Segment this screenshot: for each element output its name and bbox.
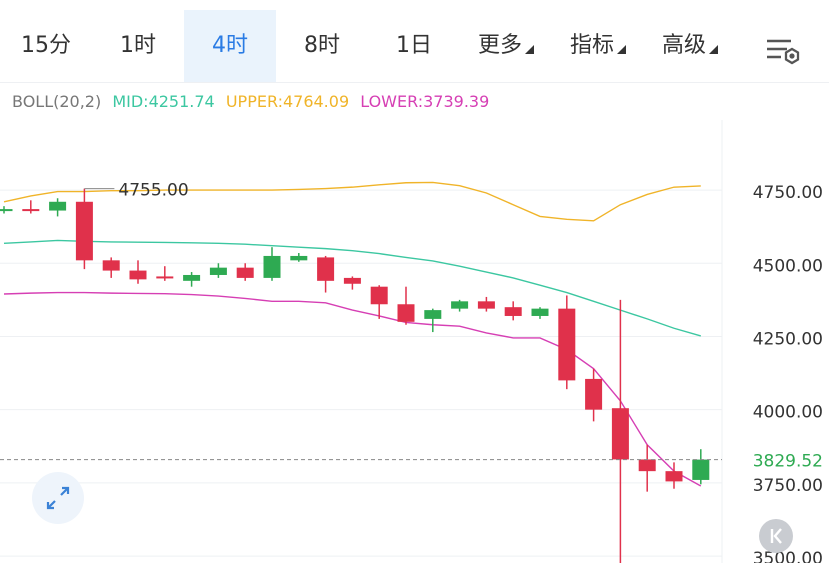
y-tick-label: 4750.00 <box>753 183 823 203</box>
candle-body <box>424 310 442 319</box>
tab-label: 4时 <box>212 33 248 58</box>
last-price-label: 3829.52 <box>753 452 823 472</box>
expand-icon <box>46 486 70 510</box>
candle-body <box>263 255 281 278</box>
double-chevron-left-icon <box>770 528 782 544</box>
tab-8h[interactable]: 8时 <box>276 10 368 82</box>
tab-label: 15分 <box>21 33 71 58</box>
candle-body <box>75 201 93 261</box>
dropdown-triangle-icon <box>709 45 718 54</box>
high-annotation-label: 4755.00 <box>118 181 188 201</box>
boll-mid: MID:4251.74 <box>112 92 215 111</box>
candle-body <box>665 471 683 482</box>
tab-label: 高级 <box>661 33 706 58</box>
dropdown-triangle-icon <box>617 45 626 54</box>
candle-body <box>692 459 710 480</box>
y-tick-label: 4000.00 <box>753 403 823 423</box>
candle-body <box>343 277 361 284</box>
candle-body <box>183 274 201 281</box>
boll-lower: LOWER:3739.39 <box>360 92 490 111</box>
candle-body <box>209 267 227 275</box>
candle-body <box>585 378 603 410</box>
tab-advanced[interactable]: 高级 <box>644 10 736 82</box>
candle-body <box>129 270 147 280</box>
candlestick-chart[interactable]: 4750.00 4500.00 4250.00 4000.00 3750.00 3500.… <box>0 120 829 563</box>
candle-body <box>558 308 576 381</box>
tab-label: 指标 <box>569 33 614 58</box>
scroll-to-latest-button[interactable] <box>759 519 793 553</box>
candle-body <box>290 255 308 261</box>
dropdown-triangle-icon <box>525 45 534 54</box>
candle-body <box>102 260 120 271</box>
candle-body <box>451 301 469 309</box>
tab-4h[interactable]: 4时 <box>184 10 276 82</box>
boll-mid-line <box>3 239 701 337</box>
candle-body <box>22 209 40 212</box>
candle-body <box>477 301 495 309</box>
candle-body <box>156 276 174 279</box>
last-price-box <box>724 446 828 473</box>
boll-upper-line <box>3 181 701 222</box>
tab-label: 1时 <box>120 33 156 58</box>
chart-settings-button[interactable] <box>763 32 803 72</box>
y-tick-label: 4500.00 <box>753 256 823 276</box>
candle-body <box>370 286 388 305</box>
fullscreen-button[interactable] <box>32 472 84 524</box>
tab-label: 1日 <box>396 33 432 58</box>
candle-body <box>397 304 415 322</box>
boll-lower-line <box>3 291 702 487</box>
candle-body <box>49 201 67 211</box>
tab-more[interactable]: 更多 <box>460 10 552 82</box>
y-tick-label: 4250.00 <box>753 329 823 349</box>
candle-body <box>611 408 629 460</box>
chart-settings-icon <box>767 39 800 65</box>
boll-legend: BOLL(20,2) MID:4251.74 UPPER:4764.09 LOW… <box>12 92 495 111</box>
boll-upper: UPPER:4764.09 <box>225 92 350 111</box>
tab-1h[interactable]: 1时 <box>92 10 184 82</box>
tab-label: 更多 <box>477 33 522 58</box>
tab-label: 8时 <box>304 33 340 58</box>
candle-body <box>504 307 522 316</box>
y-tick-label: 3750.00 <box>753 476 823 496</box>
candle-body <box>638 459 656 472</box>
candle-body <box>317 257 335 281</box>
candle-body <box>531 308 549 316</box>
boll-name: BOLL(20,2) <box>12 92 102 111</box>
tab-1d[interactable]: 1日 <box>368 10 460 82</box>
candle-body <box>0 209 13 212</box>
timeframe-tabbar: 15分 1时 4时 8时 1日 更多 指标 高级 <box>0 10 829 83</box>
y-tick-label: 3500.00 <box>753 549 823 563</box>
candle-body <box>236 267 254 278</box>
tab-15min[interactable]: 15分 <box>0 10 92 82</box>
tab-indicators[interactable]: 指标 <box>552 10 644 82</box>
